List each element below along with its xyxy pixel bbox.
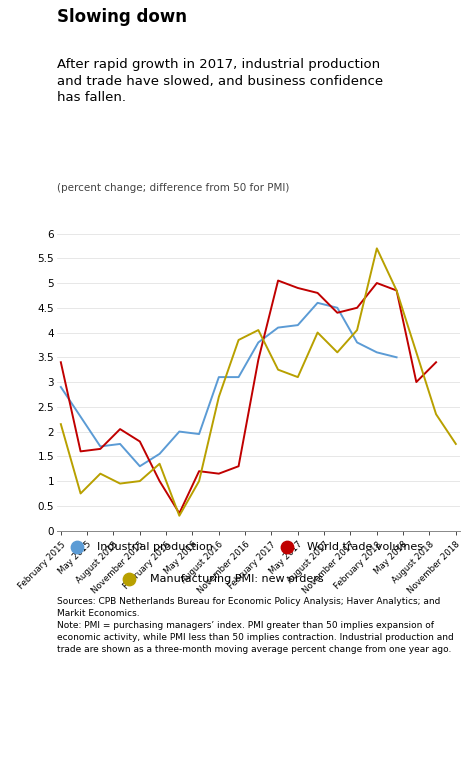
Circle shape xyxy=(0,703,239,747)
Text: After rapid growth in 2017, industrial production
and trade have slowed, and bus: After rapid growth in 2017, industrial p… xyxy=(57,58,383,104)
Text: World trade volumes: World trade volumes xyxy=(307,542,423,552)
Text: Industrial production: Industrial production xyxy=(97,542,213,552)
Point xyxy=(283,540,290,553)
Text: Sources: CPB Netherlands Bureau for Economic Policy Analysis; Haver Analytics; a: Sources: CPB Netherlands Bureau for Econ… xyxy=(57,597,454,654)
Text: INTERNATIONAL
MONETARY FUND: INTERNATIONAL MONETARY FUND xyxy=(152,709,281,738)
Text: Manufacturing PMI: new orders: Manufacturing PMI: new orders xyxy=(149,574,323,584)
Point xyxy=(126,573,133,585)
Text: (percent change; difference from 50 for PMI): (percent change; difference from 50 for … xyxy=(57,183,289,193)
Point xyxy=(73,540,81,553)
Text: Slowing down: Slowing down xyxy=(57,8,187,26)
